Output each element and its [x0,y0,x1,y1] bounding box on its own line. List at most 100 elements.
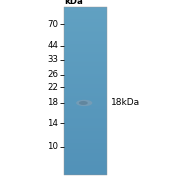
Bar [64,141,107,143]
Bar [64,89,107,91]
Bar [64,129,107,131]
Bar [64,59,107,61]
Bar [64,171,107,173]
Bar [64,19,107,21]
Bar [64,7,107,175]
Bar [64,29,107,31]
Bar [64,64,107,66]
Bar [64,47,107,49]
Bar [64,156,107,158]
Bar [64,136,107,138]
Bar [64,109,107,111]
Bar [64,149,107,151]
Bar [64,34,107,36]
Bar [64,106,107,108]
Bar [64,74,107,76]
Bar [64,52,107,54]
Bar [64,92,107,94]
Bar [64,39,107,41]
Bar [64,20,107,22]
Bar [64,7,107,9]
Bar [64,151,107,153]
Text: 33: 33 [48,55,58,64]
Bar [64,99,107,101]
Bar [64,55,107,57]
Bar [64,102,107,104]
Bar [64,139,107,141]
Bar [64,79,107,81]
Text: 18kDa: 18kDa [111,98,140,107]
Bar [64,22,107,24]
Bar [64,10,107,12]
Bar [64,132,107,134]
Ellipse shape [79,101,88,105]
Bar [64,27,107,29]
Bar [64,122,107,124]
Bar [64,127,107,129]
Bar [64,111,107,113]
Bar [64,91,107,93]
Bar [64,66,107,68]
Bar [64,119,107,121]
Bar [64,25,107,27]
Bar [64,77,107,79]
Text: 22: 22 [48,83,58,92]
Bar [64,44,107,46]
Bar [64,146,107,148]
Bar [64,168,107,170]
Bar [64,70,107,73]
Bar [64,8,107,11]
Bar [64,163,107,165]
Bar [64,69,107,71]
Bar [64,62,107,64]
Bar [64,24,107,26]
Bar [64,97,107,99]
Bar [64,80,107,82]
Bar [64,87,107,89]
Bar [64,154,107,156]
Bar [64,72,107,74]
Bar [64,142,107,145]
Bar [64,112,107,114]
Bar [64,117,107,119]
Bar [64,57,107,59]
Bar [64,166,107,168]
Bar [64,158,107,159]
Bar [64,35,107,37]
Bar [64,131,107,133]
Bar [64,40,107,42]
Text: 70: 70 [48,20,58,29]
Bar [64,121,107,123]
Bar [64,134,107,136]
Text: kDa: kDa [64,0,83,6]
Bar [64,173,107,175]
Bar [64,107,107,109]
Bar [64,96,107,98]
Bar [64,147,107,149]
Bar [64,86,107,87]
Text: 10: 10 [48,142,58,151]
Bar [64,54,107,56]
Bar [64,12,107,14]
Bar [64,30,107,32]
Bar [64,15,107,17]
Bar [64,49,107,51]
Bar [64,60,107,62]
Bar [64,37,107,39]
Bar [64,42,107,44]
Bar [64,169,107,171]
Bar [64,126,107,128]
Bar [64,17,107,19]
Bar [64,75,107,78]
Bar [64,159,107,161]
Text: 14: 14 [48,119,58,128]
Ellipse shape [76,100,92,106]
Bar [64,137,107,140]
Bar [64,152,107,154]
Bar [64,116,107,118]
Bar [64,14,107,15]
Bar [64,84,107,86]
Bar [64,124,107,126]
Bar [64,82,107,84]
Text: 44: 44 [48,41,58,50]
